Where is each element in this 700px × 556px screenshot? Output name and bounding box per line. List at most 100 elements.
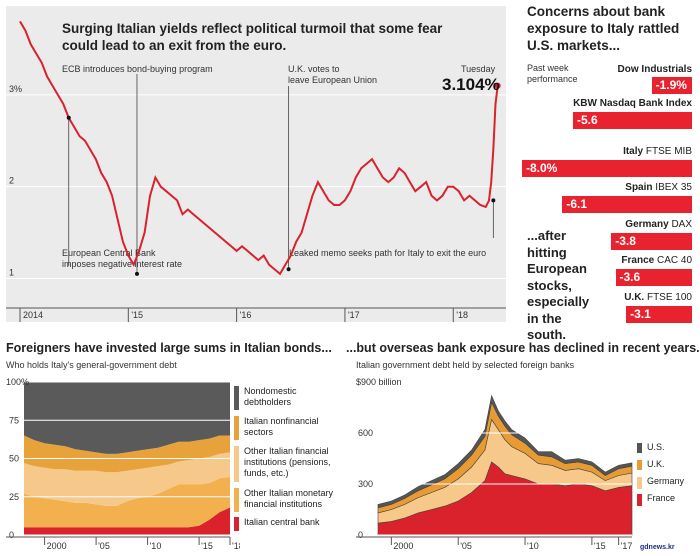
yield-x-tick-label: '17 [348, 310, 360, 320]
annotation-uk-votes: U.K. votes to leave European Union [288, 64, 377, 85]
area-series [24, 476, 230, 528]
legend-label: Italian central bank [244, 517, 320, 527]
bar-value-label: -1.9% [655, 78, 687, 92]
annotation-dot [134, 271, 139, 276]
holders-x-tick-label: 2000 [47, 541, 67, 551]
legend-swatch [637, 494, 642, 506]
yield-last-label: Tuesday [461, 64, 496, 74]
bar-country: U.K. [624, 292, 645, 303]
yield-line [19, 20, 499, 276]
annotation-ecb-negative-rate: European Central Bank imposes negative in… [62, 248, 182, 269]
legend-label: Germany [647, 476, 685, 486]
banks-x-tick-label: '10 [527, 541, 539, 551]
yield-y-tick-label: 1 [9, 267, 14, 277]
bar-index: DAX [671, 219, 692, 230]
bar [615, 269, 692, 286]
bar-value-label: -3.6 [619, 270, 641, 284]
bank-exposure-title: Concerns about bank exposure to Italy ra… [527, 4, 680, 53]
holders-chart-title: Foreigners have invested large sums in I… [6, 341, 332, 355]
banks-x-tick-label: 2000 [393, 541, 413, 551]
yield-last-value: 3.104% [442, 75, 500, 94]
legend-label: Other Italian financial institutions (pe… [244, 446, 331, 478]
holders-chart-subtitle: Who holds Italy's general-government deb… [6, 360, 177, 370]
foreign-banks-chart: 0 300 600 $900 billion 2000 '05 '10 '15 '17 [356, 377, 633, 551]
bar-value-label: -8.0% [526, 161, 558, 175]
annotation-leaked-memo: Leaked memo seeks path for Italy to exit… [289, 248, 486, 258]
bar-index: IBEX 35 [655, 182, 692, 193]
yield-x-ticks: 2014 '15 '16 '17 '18 [6, 307, 506, 322]
watermark: gdnews.kr [640, 544, 675, 551]
legend-swatch [637, 477, 642, 489]
annotation-ecb-bond-buying: ECB introduces bond-buying program [62, 64, 213, 74]
bar [562, 196, 692, 213]
legend-label: Italian nonfinancial sectors [244, 416, 319, 437]
yield-y-tick-label: 2 [9, 176, 14, 186]
bar [651, 77, 692, 94]
legend-swatch [234, 416, 239, 440]
yield-x-tick-label: 2014 [23, 310, 43, 320]
bar-value-label: -5.6 [577, 113, 598, 127]
bar [611, 233, 692, 250]
holders-y-tick-label: 0 [9, 530, 14, 540]
legend-label: Nondomestic debtholders [244, 386, 297, 407]
bar [626, 306, 692, 323]
yield-annotations: ECB introduces bond-buying program U.K. v… [62, 64, 494, 274]
yield-y-ticks: 1 2 3% [9, 84, 22, 278]
bar-value-label: -6.1 [566, 197, 588, 211]
yield-chart-title: Surging Italian yields reflect political… [62, 21, 443, 53]
holders-y-tick-label: 25 [9, 492, 19, 502]
bar-label: U.K. FTSE 100 [392, 292, 692, 303]
legend-swatch [234, 386, 239, 410]
bar-country: Germany [625, 219, 669, 230]
area-series [24, 382, 230, 454]
legend-swatch [234, 488, 239, 512]
legend-label: France [647, 493, 676, 503]
area-series [24, 507, 230, 535]
bar-index: KBW Nasdaq Bank Index [573, 98, 692, 109]
area-series [377, 394, 633, 509]
bar-index: CAC 40 [656, 255, 692, 266]
yield-x-tick-label: '18 [456, 310, 468, 320]
yield-chart: 1 2 3% 2014 '15 '16 '17 '18 ECB introduces bon… [6, 20, 506, 322]
banks-y-tick-label: 600 [358, 428, 373, 438]
bar-value-label: -3.1 [630, 307, 651, 321]
banks-y-tick-label: 300 [358, 479, 373, 489]
bar-country: France [621, 255, 655, 266]
holders-x-tick-label: '15 [201, 541, 213, 551]
banks-x-tick-label: '05 [460, 541, 472, 551]
bar-value-label: -3.8 [615, 234, 636, 248]
annotation-dot [491, 198, 496, 203]
area-series [24, 452, 230, 506]
yield-x-tick-label: '16 [240, 310, 252, 320]
bar [522, 160, 692, 177]
legend-swatch [637, 443, 642, 453]
past-week-label: Past week performance [527, 63, 578, 84]
bar-label: KBW Nasdaq Bank Index [392, 98, 692, 109]
bar-label: Germany DAX [392, 219, 692, 230]
holders-x-tick-label: '18 [232, 541, 240, 551]
yield-y-tick-label: 3% [9, 84, 22, 94]
holders-x-tick-label: '10 [150, 541, 162, 551]
bar-label: Dow Industrials [392, 64, 692, 75]
holders-x-tick-label: '05 [98, 541, 110, 551]
european-stocks-note: ...after hitting European stocks, especi… [527, 228, 590, 342]
bar-index: Dow Industrials [617, 64, 692, 75]
legend-swatch [637, 460, 642, 470]
bar-label: Spain IBEX 35 [392, 182, 692, 193]
banks-y-tick-label: $900 billion [356, 377, 402, 387]
banks-x-tick-label: '17 [621, 541, 633, 551]
yield-grid [6, 94, 506, 279]
bar-index: FTSE 100 [646, 292, 692, 303]
bar [573, 112, 692, 129]
holders-y-tick-label: 75 [9, 415, 19, 425]
yield-x-tick-label: '15 [131, 310, 143, 320]
annotation-dot [66, 115, 71, 120]
legend-swatch [234, 517, 239, 531]
bar-index: FTSE MIB [645, 146, 692, 157]
foreign-banks-chart-subtitle: Italian government debt held by selected… [356, 360, 575, 370]
bar-label: France CAC 40 [392, 255, 692, 266]
holders-chart: 0 25 50 75 100% 2000 '05 '10 '15 '18 [6, 377, 240, 551]
bar-label: Italy FTSE MIB [392, 146, 692, 157]
foreign-banks-chart-title: ...but overseas bank exposure has declin… [346, 341, 700, 355]
bar-country: Spain [625, 182, 653, 193]
